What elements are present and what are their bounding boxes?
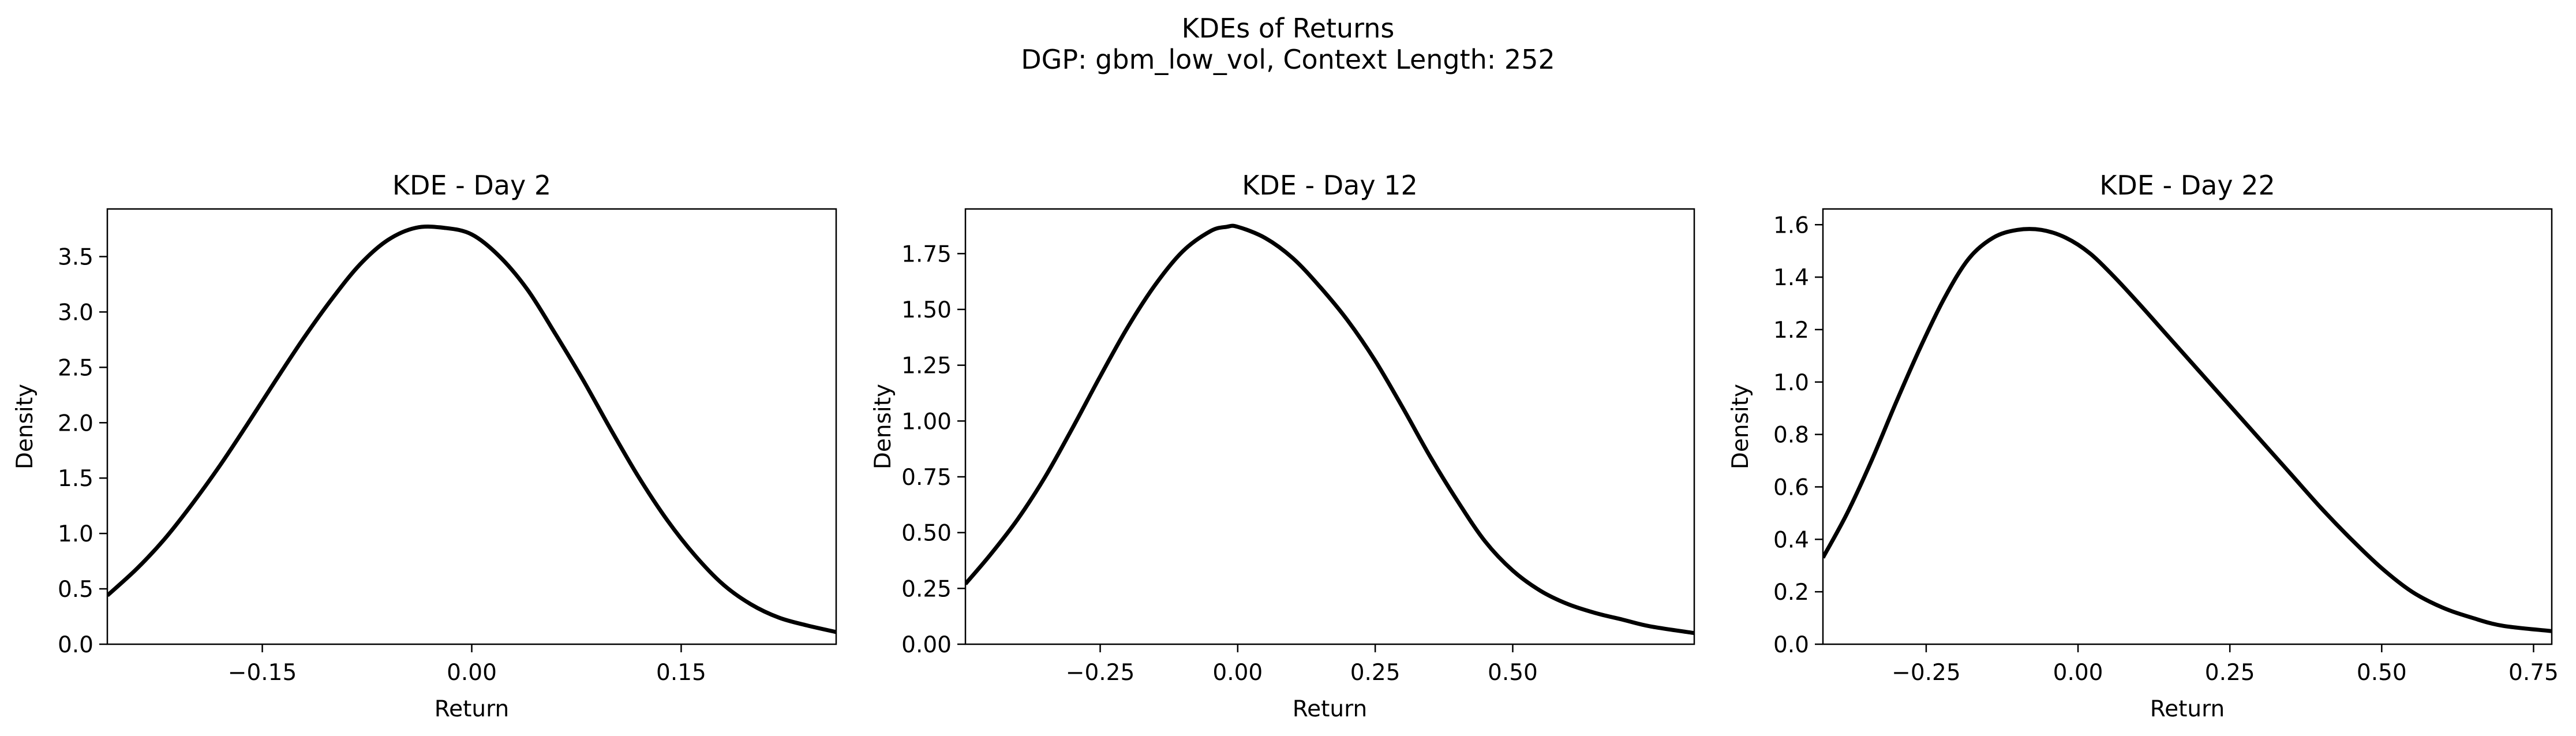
y-tick-label: 0.50	[901, 521, 952, 547]
y-tick-label: 0.00	[901, 632, 952, 658]
x-tick-label: 0.25	[2205, 660, 2255, 686]
subplot-title: KDE - Day 12	[1242, 170, 1417, 201]
x-axis-label: Return	[435, 696, 509, 722]
y-tick-label: 1.5	[58, 466, 93, 492]
y-tick-label: 0.25	[901, 576, 952, 602]
x-tick-label: 0.50	[1488, 660, 1538, 686]
y-tick-label: 0.2	[1773, 580, 1809, 606]
x-axis-label: Return	[2150, 696, 2225, 722]
y-tick-label: 0.8	[1773, 423, 1809, 449]
y-tick-label: 0.0	[58, 632, 93, 658]
figure-title: KDEs of Returns	[1181, 13, 1395, 44]
y-tick-label: 1.75	[901, 241, 952, 267]
kde-line-day-1	[107, 225, 836, 634]
x-tick-label: −0.15	[228, 660, 297, 686]
y-tick-label: 0.0	[1773, 632, 1809, 658]
x-tick-label: −0.25	[1066, 660, 1135, 686]
y-tick-label: 1.4	[1773, 265, 1809, 291]
y-tick-label: 1.00	[901, 409, 952, 435]
subplot-2: −0.25 0.00 0.25 0.50 0.00 0.25 0.50 0.75 1.00 1.2…	[870, 170, 1695, 722]
x-tick-label: 0.00	[1212, 660, 1263, 686]
y-tick-label: 1.50	[901, 297, 952, 323]
figure-subtitle: DGP: gbm_low_vol, Context Length: 252	[1021, 44, 1555, 75]
y-tick-label: 0.4	[1773, 527, 1809, 553]
subplot-3: −0.25 0.00 0.25 0.50 0.75 0.0 0.2 0.4 0.6 0.8 1.0 1…	[1728, 170, 2559, 722]
y-axis-label: Density	[12, 384, 38, 469]
y-tick-label: 3.0	[58, 300, 93, 326]
y-tick-label: 1.2	[1773, 317, 1809, 343]
kde-line-day-2	[965, 223, 1694, 636]
subplot-1: −0.15 0.00 0.15 0.0 0.5 1.0 1.5 2.0 2.5 3.0 3.5 KDE…	[12, 170, 837, 722]
x-tick-label: 0.25	[1350, 660, 1401, 686]
x-axis-label: Return	[1293, 696, 1367, 722]
axes-frame	[1822, 208, 2553, 645]
y-axis-label: Density	[870, 384, 896, 469]
subplot-title: KDE - Day 2	[392, 170, 551, 201]
y-tick-label: 3.5	[58, 244, 93, 270]
x-tick-label: 0.00	[2053, 660, 2103, 686]
y-tick-label: 1.0	[58, 521, 93, 547]
y-tick-label: 1.6	[1773, 212, 1809, 238]
y-tick-label: 1.0	[1773, 370, 1809, 396]
y-tick-label: 1.25	[901, 353, 952, 379]
y-tick-label: 0.5	[58, 577, 93, 603]
axes-frame	[964, 208, 1695, 645]
y-tick-label: 2.0	[58, 410, 93, 436]
kde-line-day-3	[1823, 227, 2552, 633]
y-tick-label: 2.5	[58, 355, 93, 381]
x-tick-label: 0.50	[2357, 660, 2407, 686]
subplot-title: KDE - Day 22	[2099, 170, 2275, 201]
axes-frame	[106, 208, 837, 645]
y-axis-label: Density	[1728, 384, 1754, 469]
x-tick-label: 0.15	[656, 660, 706, 686]
x-tick-label: −0.25	[1892, 660, 1961, 686]
y-tick-label: 0.75	[901, 465, 952, 491]
x-tick-label: 0.75	[2508, 660, 2559, 686]
x-tick-label: 0.00	[447, 660, 497, 686]
y-tick-label: 0.6	[1773, 475, 1809, 500]
